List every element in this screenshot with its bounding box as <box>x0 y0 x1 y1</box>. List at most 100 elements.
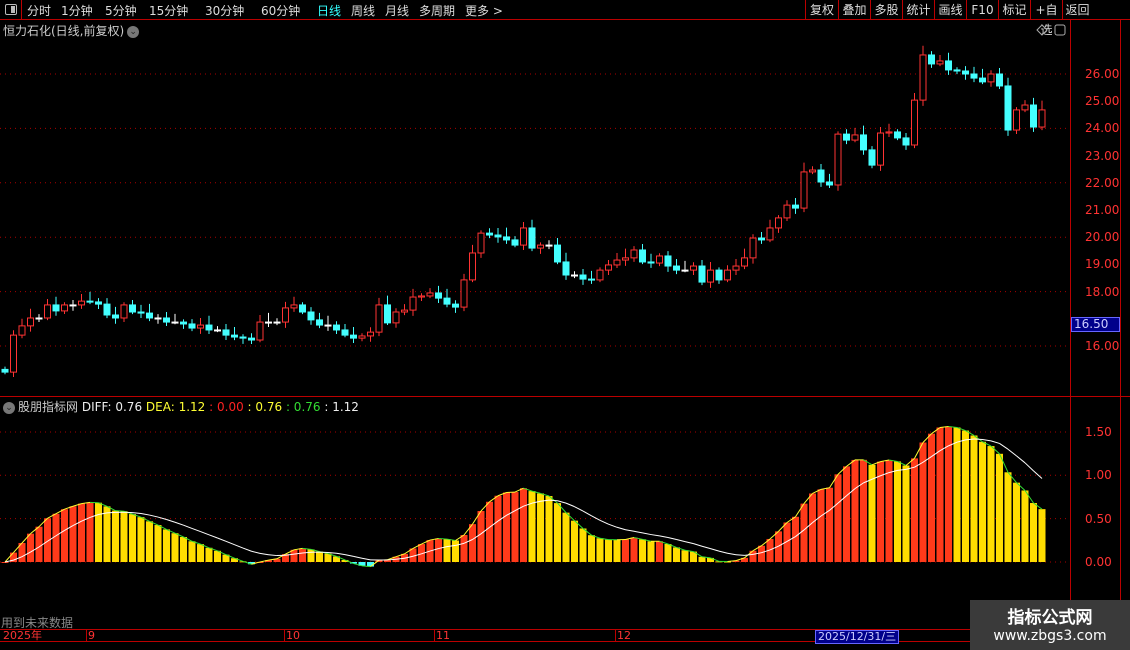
panel-toggle-button[interactable] <box>0 0 22 20</box>
candle <box>409 296 417 311</box>
diff-line-segment <box>404 548 414 555</box>
dea-line-segment <box>863 478 873 484</box>
diff-line-segment <box>642 538 652 542</box>
dea-line-segment <box>285 553 295 556</box>
macd-bar <box>630 537 638 562</box>
dea-line-segment <box>897 468 907 471</box>
candle <box>384 304 391 324</box>
macd-bar <box>885 460 893 562</box>
dea-line-segment <box>667 537 677 540</box>
indicator-name[interactable]: 股朋指标网 <box>18 400 79 414</box>
macd-bar <box>486 501 493 562</box>
dea-line-segment <box>693 543 703 547</box>
candle <box>639 249 646 263</box>
macd-bar <box>826 487 833 562</box>
period-tab[interactable]: 月线 <box>385 4 410 18</box>
macd-bar <box>112 510 119 562</box>
diff-line-segment <box>72 503 82 507</box>
diamond-icon <box>1036 24 1048 36</box>
diff-line-segment <box>803 493 813 504</box>
macd-bar <box>1030 503 1037 562</box>
period-tab[interactable]: 多周期 <box>419 4 456 18</box>
diff-line-segment <box>446 538 456 542</box>
panel-divider[interactable] <box>0 396 1130 397</box>
chevron-down-icon[interactable]: ⌄ <box>3 401 15 414</box>
candle <box>265 321 272 324</box>
indicator-value-4: : 0.76 <box>247 400 283 414</box>
macd-bar <box>129 514 136 562</box>
toolbar-button[interactable]: 叠加 <box>838 0 870 20</box>
candle <box>1004 85 1012 131</box>
macd-bar <box>741 557 748 562</box>
dea-line-segment <box>948 441 958 447</box>
candle <box>401 309 408 313</box>
macd-bar <box>52 513 60 562</box>
period-tab[interactable]: 1分钟 <box>61 4 93 18</box>
macd-bar <box>265 560 272 562</box>
macd-bar <box>375 560 383 562</box>
macd-bar <box>571 520 578 562</box>
candle <box>664 255 672 267</box>
dea-line-segment <box>98 512 108 515</box>
period-tab[interactable]: 5分钟 <box>105 4 137 18</box>
diff-line-segment <box>565 512 575 522</box>
period-tab[interactable]: 周线 <box>351 4 376 18</box>
candle <box>1030 104 1037 128</box>
macd-bar <box>307 549 315 562</box>
toolbar-button[interactable]: 统计 <box>902 0 934 20</box>
dea-line-segment <box>574 506 584 512</box>
diff-line-segment <box>217 550 227 556</box>
toolbar-button[interactable]: 返回 <box>1062 0 1092 20</box>
diff-line-segment <box>455 534 465 541</box>
candle <box>435 292 442 299</box>
period-tab[interactable]: 15分钟 <box>149 4 189 18</box>
candle <box>953 69 961 72</box>
dea-line-segment <box>888 469 898 474</box>
period-tab[interactable]: 60分钟 <box>261 4 301 18</box>
toolbar-button[interactable]: 复权 <box>805 0 838 20</box>
candle <box>783 204 791 219</box>
chevron-down-icon[interactable]: ⌄ <box>127 25 140 38</box>
diff-line-segment <box>837 466 847 475</box>
candle <box>673 265 680 271</box>
dea-line-segment <box>548 499 558 502</box>
period-tab[interactable]: 更多 > <box>465 4 503 18</box>
diff-line-segment <box>582 528 592 536</box>
dea-line-segment <box>633 530 643 534</box>
price-tick-label: 21.00 <box>1085 203 1120 217</box>
toolbar-button[interactable]: F10 <box>966 0 998 20</box>
candle <box>817 169 825 183</box>
candle <box>690 265 697 271</box>
macd-bar <box>664 544 672 562</box>
candle <box>163 317 170 323</box>
candle <box>452 303 459 308</box>
macd-bar <box>987 446 995 562</box>
candle <box>596 269 604 281</box>
diff-line-segment <box>327 553 337 557</box>
diff-line-segment <box>727 560 737 563</box>
period-tab[interactable]: 分时 <box>27 4 52 18</box>
diff-line-segment <box>897 460 907 466</box>
macd-bar <box>545 496 553 562</box>
toolbar-button[interactable]: 画线 <box>934 0 966 20</box>
current-price-label: 16.50 <box>1071 317 1120 332</box>
diff-line-segment <box>786 516 796 523</box>
dea-line-segment <box>778 541 788 547</box>
indicator-value-5: : 0.76 <box>285 400 321 414</box>
toolbar-button[interactable]: 多股 <box>870 0 902 20</box>
dea-line-segment <box>259 552 269 556</box>
dea-line-segment <box>710 548 720 552</box>
candle <box>630 249 638 259</box>
macd-bar <box>894 461 901 562</box>
diff-line-segment <box>982 441 992 447</box>
period-tab[interactable]: 日线 <box>317 4 342 18</box>
macd-bar <box>384 559 391 562</box>
stock-title: 恒力石化(日线,前复权) <box>3 24 125 38</box>
candle <box>979 77 986 83</box>
diff-line-segment <box>30 526 40 535</box>
period-tab[interactable]: 30分钟 <box>205 4 245 18</box>
candle <box>1021 104 1029 111</box>
macd-bar <box>1 562 9 563</box>
toolbar-button[interactable]: 标记 <box>998 0 1030 20</box>
